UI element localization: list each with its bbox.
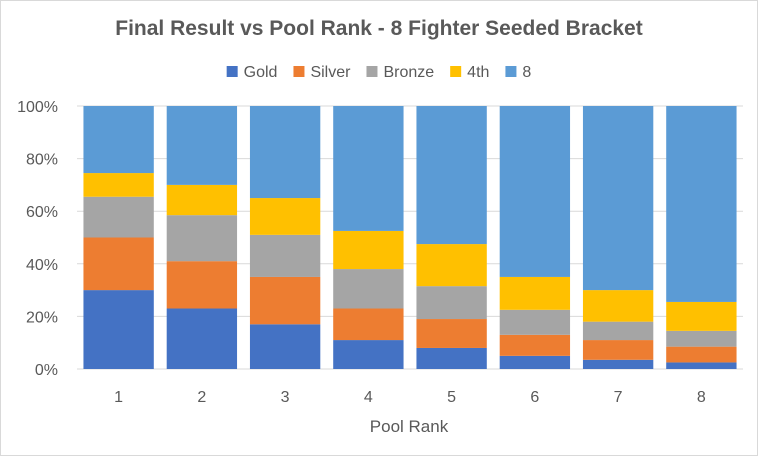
bar-segment-gold-rank-4 [333, 340, 404, 369]
y-axis-ticks: 0% 20% 40% 60% 80% 100% [17, 99, 58, 379]
x-tick-label: 6 [530, 389, 539, 406]
bar-segment-4th-rank-5 [416, 244, 487, 287]
x-axis-ticks: 1 2 3 4 5 6 7 8 [114, 389, 706, 406]
bar-segment-4th-rank-6 [499, 276, 571, 310]
legend-swatch-silver [293, 66, 305, 77]
bar-segment-gold-rank-5 [416, 347, 487, 369]
y-tick-label: 20% [26, 309, 58, 326]
bar-segment-8-rank-1 [83, 106, 154, 174]
bar-segment-silver-rank-6 [499, 334, 571, 356]
bar-segment-silver-rank-2 [166, 261, 238, 309]
legend-label: 8 [522, 64, 531, 81]
bar-segment-4th-rank-8 [666, 301, 737, 331]
legend-label: Silver [310, 64, 351, 81]
bar-segment-bronze-rank-3 [249, 234, 321, 277]
y-tick-label: 60% [26, 204, 58, 221]
bar-segment-bronze-rank-6 [499, 309, 571, 335]
bar-segment-4th-rank-3 [249, 198, 321, 235]
x-tick-label: 7 [614, 389, 623, 406]
bar-segment-silver-rank-7 [582, 340, 654, 360]
bar-segment-bronze-rank-5 [416, 286, 487, 320]
chart-title: Final Result vs Pool Rank - 8 Fighter Se… [115, 17, 642, 40]
bar-segment-silver-rank-1 [83, 237, 154, 291]
bar-segment-4th-rank-7 [582, 290, 654, 322]
x-tick-label: 5 [447, 389, 456, 406]
y-tick-label: 0% [35, 362, 58, 379]
legend-swatch-8 [505, 66, 517, 77]
bar-segment-silver-rank-8 [666, 346, 737, 363]
bar-segment-8-rank-7 [582, 106, 654, 291]
bar-segment-gold-rank-8 [666, 362, 737, 369]
y-tick-label: 40% [26, 257, 58, 274]
legend: Gold Silver Bronze 4th 8 [226, 64, 531, 81]
x-tick-label: 3 [281, 389, 290, 406]
x-axis-title: Pool Rank [370, 417, 449, 436]
bar-segment-gold-rank-7 [582, 359, 654, 369]
bar-segment-silver-rank-5 [416, 319, 487, 348]
bar-segment-8-rank-8 [666, 106, 737, 302]
bar-segment-4th-rank-1 [83, 173, 154, 197]
x-tick-label: 8 [697, 389, 706, 406]
x-tick-label: 4 [364, 389, 373, 406]
bar-segment-4th-rank-2 [166, 184, 238, 216]
bar-segment-gold-rank-3 [249, 324, 321, 369]
bar-segment-bronze-rank-1 [83, 196, 154, 238]
bar-segment-4th-rank-4 [333, 230, 404, 270]
bar-segment-8-rank-6 [499, 106, 571, 277]
bar-segment-8-rank-2 [166, 106, 238, 185]
legend-label: 4th [467, 64, 489, 81]
legend-label: Bronze [383, 64, 434, 81]
bar-segment-8-rank-5 [416, 106, 487, 245]
y-tick-label: 80% [26, 152, 58, 169]
legend-label: Gold [244, 64, 278, 81]
bar-segment-gold-rank-6 [499, 355, 571, 369]
x-tick-label: 2 [197, 389, 206, 406]
bar-segment-8-rank-3 [249, 106, 321, 199]
bar-segment-bronze-rank-8 [666, 330, 737, 347]
bar-segment-silver-rank-3 [249, 276, 321, 325]
bar-segment-silver-rank-4 [333, 308, 404, 341]
bars [83, 106, 737, 369]
legend-swatch-bronze [366, 66, 378, 77]
bar-segment-gold-rank-1 [83, 290, 154, 369]
legend-swatch-4th [450, 66, 462, 77]
y-tick-label: 100% [17, 99, 58, 116]
legend-swatch-gold [226, 66, 238, 77]
bar-segment-bronze-rank-4 [333, 269, 404, 309]
x-tick-label: 1 [114, 389, 123, 406]
bar-segment-gold-rank-2 [166, 308, 238, 369]
bar-segment-8-rank-4 [333, 106, 404, 231]
bar-segment-bronze-rank-2 [166, 215, 238, 262]
bar-segment-bronze-rank-7 [582, 321, 654, 341]
